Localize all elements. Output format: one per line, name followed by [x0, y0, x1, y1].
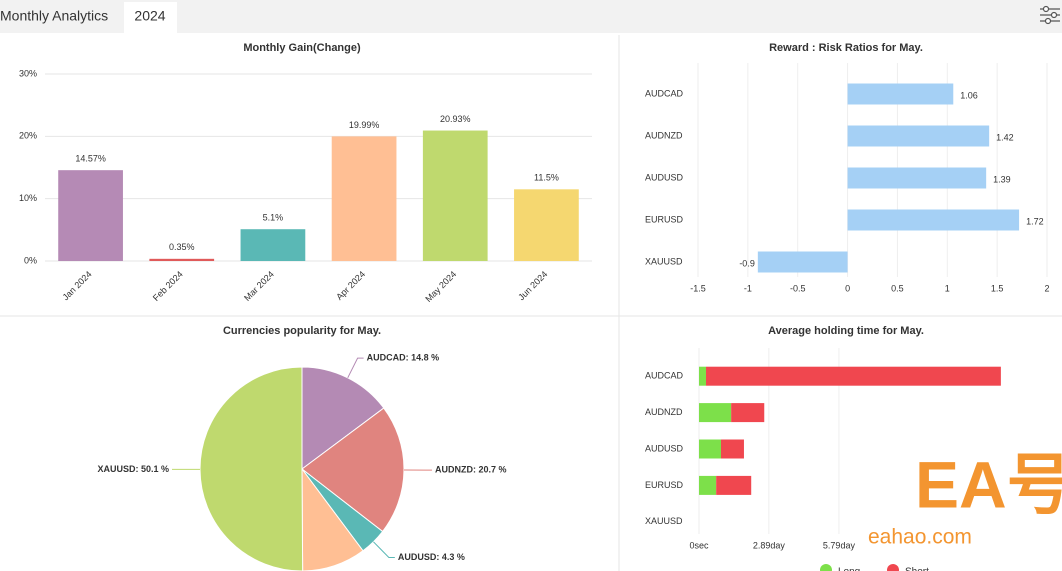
y-tick-label: 20% [19, 131, 37, 141]
chart-title: Reward : Risk Ratios for May. [769, 42, 923, 54]
y-tick-label: EURUSD [645, 480, 684, 490]
bar-segment [699, 475, 717, 495]
slice-label: AUDUSD: 4.3 % [398, 552, 465, 562]
legend-label: Short [905, 567, 929, 571]
bar [847, 125, 990, 147]
pie-slice [199, 366, 304, 571]
x-tick-label: 0.5 [891, 283, 904, 293]
value-label: 11.5% [534, 173, 559, 183]
year-tab-label[interactable]: 2024 [134, 8, 165, 24]
x-tick-label: 1.5 [991, 283, 1004, 293]
legend-label: Long [838, 567, 860, 571]
legend-marker [887, 564, 899, 571]
bar [149, 258, 215, 261]
bar [240, 229, 306, 261]
bar [847, 209, 1020, 231]
bar [331, 136, 397, 261]
label-leader [347, 357, 364, 379]
y-tick-label: AUDNZD [645, 407, 683, 417]
bar-segment [699, 403, 732, 423]
y-tick-label: EURUSD [645, 214, 684, 224]
bar-segment [699, 439, 721, 459]
bar [514, 189, 579, 261]
y-tick-label: 30% [19, 68, 37, 78]
y-tick-label: AUDUSD [645, 172, 684, 182]
slice-label: AUDNZD: 20.7 % [435, 465, 507, 475]
chart-title: Average holding time for May. [768, 325, 924, 337]
watermark-site: eahao.com [868, 526, 972, 549]
y-tick-label: AUDCAD [645, 88, 684, 98]
legend-marker [820, 564, 832, 571]
x-tick-label: 0sec [689, 540, 709, 550]
y-tick-label: 10% [19, 193, 37, 203]
x-tick-label: Jan 2024 [60, 269, 93, 302]
value-label: 1.72 [1026, 216, 1044, 226]
x-tick-label: Mar 2024 [242, 269, 276, 303]
label-leader [373, 541, 395, 559]
year-tab[interactable] [124, 2, 177, 33]
x-tick-label: May 2024 [423, 269, 458, 304]
value-label: 5.1% [263, 213, 284, 223]
x-tick-label: Apr 2024 [334, 269, 367, 302]
value-label: 19.99% [349, 120, 380, 130]
bar [58, 170, 123, 261]
watermark-logo: EA号 [915, 447, 1062, 521]
charts: Monthly Gain(Change) 0% 10% 20% 30% 14.57% Jan… [19, 42, 1050, 571]
bar [422, 130, 488, 261]
x-tick-label: -1 [744, 283, 752, 293]
settings-icon[interactable] [1040, 5, 1060, 25]
x-tick-label: Jun 2024 [516, 269, 549, 302]
y-tick-label: AUDCAD [645, 371, 684, 381]
pie-slice [301, 366, 385, 470]
x-tick-label: 1 [945, 283, 950, 293]
value-label: 0.35% [169, 242, 195, 252]
x-tick-label: -1.5 [690, 283, 706, 293]
x-tick-label: 2 [1044, 283, 1049, 293]
x-tick-label: 2.89day [753, 540, 786, 550]
y-tick-label: 0% [24, 255, 37, 265]
x-tick-label: 5.79day [823, 540, 856, 550]
x-tick-label: 0 [845, 283, 850, 293]
slice-label: XAUUSD: 50.1 % [97, 464, 169, 474]
bar-segment [720, 439, 744, 459]
x-tick-label: Feb 2024 [151, 269, 185, 303]
value-label: 1.42 [996, 132, 1014, 142]
chart-title: Monthly Gain(Change) [243, 42, 361, 54]
y-tick-label: AUDUSD [645, 443, 684, 453]
bar-segment [731, 403, 765, 423]
value-label: 1.06 [960, 90, 978, 100]
y-tick-label: XAUUSD [645, 516, 683, 526]
y-tick-label: AUDNZD [645, 130, 683, 140]
bar-segment [716, 475, 752, 495]
y-tick-label: XAUUSD [645, 256, 683, 266]
bar [757, 251, 848, 273]
value-label: 1.39 [993, 174, 1011, 184]
slice-label: AUDCAD: 14.8 % [367, 353, 440, 363]
chart-title: Currencies popularity for May. [223, 325, 381, 337]
value-label: -0.9 [739, 258, 755, 268]
header-title: Monthly Analytics [0, 8, 108, 24]
bar-segment [706, 366, 1001, 386]
value-label: 14.57% [75, 154, 106, 164]
bar [847, 167, 987, 189]
x-tick-label: -0.5 [790, 283, 806, 293]
bar [847, 83, 954, 105]
value-label: 20.93% [440, 114, 471, 124]
bar-segment [699, 366, 707, 386]
